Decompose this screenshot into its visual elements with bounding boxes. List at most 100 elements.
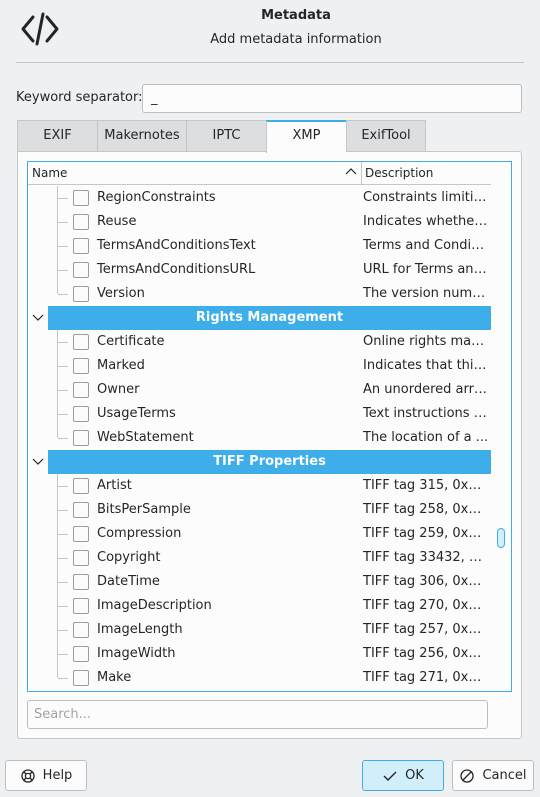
ok-button[interactable]: OK bbox=[362, 760, 444, 791]
row-name: BitsPerSample bbox=[97, 502, 191, 517]
help-button[interactable]: Help bbox=[5, 760, 87, 791]
row-checkbox[interactable] bbox=[73, 334, 89, 350]
row-checkbox[interactable] bbox=[73, 262, 89, 278]
dialog-title: Metadata bbox=[261, 8, 331, 23]
row-name: UsageTerms bbox=[97, 406, 176, 421]
code-icon bbox=[21, 12, 59, 46]
tree-row[interactable]: Marked Indicates that this ... bbox=[28, 354, 491, 378]
tree-row[interactable]: RegionConstraints Constraints limiting th… bbox=[28, 186, 491, 210]
row-checkbox[interactable] bbox=[73, 214, 89, 230]
metadata-tree[interactable]: Name Description RegionConstraints Constr… bbox=[27, 161, 512, 692]
tree-row[interactable]: Owner An unordered array... bbox=[28, 378, 491, 402]
row-name: DateTime bbox=[97, 574, 160, 589]
tree-row[interactable]: UsageTerms Text instructions on... bbox=[28, 402, 491, 426]
row-checkbox[interactable] bbox=[73, 430, 89, 446]
chevron-down-icon[interactable] bbox=[32, 312, 44, 324]
tree-row[interactable]: Copyright TIFF tag 33432, 0x... bbox=[28, 546, 491, 570]
row-description: Text instructions on... bbox=[363, 406, 489, 421]
row-name: ImageWidth bbox=[97, 646, 176, 661]
tree-row[interactable]: Artist TIFF tag 315, 0x13... bbox=[28, 474, 491, 498]
tab-exif[interactable]: EXIF bbox=[17, 120, 97, 152]
tab-makernotes[interactable]: Makernotes bbox=[97, 120, 186, 152]
row-name: Owner bbox=[97, 382, 140, 397]
row-checkbox[interactable] bbox=[73, 406, 89, 422]
search-input[interactable] bbox=[27, 700, 488, 729]
row-name: Reuse bbox=[97, 214, 137, 229]
tab-iptc[interactable]: IPTC bbox=[186, 120, 266, 152]
row-description: TIFF tag 259, 0x10... bbox=[363, 526, 489, 541]
tree-scrollbar[interactable] bbox=[492, 162, 511, 691]
row-description: TIFF tag 306, 0x13... bbox=[363, 574, 489, 589]
dialog-subtitle: Add metadata information bbox=[210, 32, 382, 47]
tree-row[interactable]: Version The version number... bbox=[28, 282, 491, 306]
sort-ascending-icon[interactable] bbox=[344, 165, 358, 179]
chevron-down-icon[interactable] bbox=[32, 456, 44, 468]
row-description: Constraints limiting the scope... bbox=[363, 190, 489, 205]
row-name: Make bbox=[97, 670, 132, 685]
cancel-icon bbox=[460, 768, 475, 783]
row-description: The location of a ... bbox=[363, 430, 489, 445]
row-checkbox[interactable] bbox=[73, 646, 89, 662]
row-description: TIFF tag 257, 0x10... bbox=[363, 622, 489, 637]
tree-group-row[interactable]: Rights Management bbox=[28, 306, 491, 330]
tab-exiftool[interactable]: ExifTool bbox=[346, 120, 426, 152]
row-name: TermsAndConditionsURL bbox=[97, 262, 256, 277]
tree-row[interactable]: ImageLength TIFF tag 257, 0x10... bbox=[28, 618, 491, 642]
row-description: An unordered array... bbox=[363, 382, 489, 397]
help-button-label: Help bbox=[42, 768, 73, 783]
row-checkbox[interactable] bbox=[73, 382, 89, 398]
row-checkbox[interactable] bbox=[73, 550, 89, 566]
tree-row[interactable]: ImageWidth TIFF tag 256, 0x10... bbox=[28, 642, 491, 666]
keyword-separator-label: Keyword separator: bbox=[16, 90, 143, 105]
row-description: Online rights management... bbox=[363, 334, 489, 349]
row-name: TermsAndConditionsText bbox=[97, 238, 256, 253]
cancel-button[interactable]: Cancel bbox=[452, 760, 534, 791]
column-header-name[interactable]: Name bbox=[32, 166, 68, 180]
tree-row[interactable]: ImageDescription TIFF tag 270, 0x10... bbox=[28, 594, 491, 618]
row-checkbox[interactable] bbox=[73, 670, 89, 686]
row-name: ImageDescription bbox=[97, 598, 212, 613]
row-checkbox[interactable] bbox=[73, 286, 89, 302]
row-checkbox[interactable] bbox=[73, 526, 89, 542]
ok-button-label: OK bbox=[405, 768, 424, 783]
tree-group-row[interactable]: TIFF Properties bbox=[28, 450, 491, 474]
row-name: Certificate bbox=[97, 334, 165, 349]
scrollbar-thumb[interactable] bbox=[497, 528, 505, 548]
row-name: Artist bbox=[97, 478, 132, 493]
row-description: TIFF tag 270, 0x10... bbox=[363, 598, 489, 613]
row-checkbox[interactable] bbox=[73, 358, 89, 374]
row-name: WebStatement bbox=[97, 430, 194, 445]
row-description: Terms and Conditions... bbox=[363, 238, 489, 253]
row-checkbox[interactable] bbox=[73, 478, 89, 494]
row-checkbox[interactable] bbox=[73, 190, 89, 206]
row-name: ImageLength bbox=[97, 622, 183, 637]
tree-row[interactable]: TermsAndConditionsText Terms and Conditio… bbox=[28, 234, 491, 258]
tree-group-label: TIFF Properties bbox=[48, 450, 491, 474]
tree-row[interactable]: WebStatement The location of a ... bbox=[28, 426, 491, 450]
tree-row[interactable]: BitsPerSample TIFF tag 258, 0x10... bbox=[28, 498, 491, 522]
row-checkbox[interactable] bbox=[73, 598, 89, 614]
tree-row[interactable]: Make TIFF tag 271, 0x10... bbox=[28, 666, 491, 690]
tab-bar: EXIF Makernotes IPTC XMP ExifTool bbox=[17, 120, 426, 153]
header-divider bbox=[16, 62, 524, 63]
row-description: TIFF tag 258, 0x10... bbox=[363, 502, 489, 517]
row-name: Marked bbox=[97, 358, 145, 373]
row-checkbox[interactable] bbox=[73, 622, 89, 638]
tree-row[interactable]: Certificate Online rights management... bbox=[28, 330, 491, 354]
row-description: Indicates that this ... bbox=[363, 358, 489, 373]
tree-row[interactable]: Reuse Indicates whether ... bbox=[28, 210, 491, 234]
tree-row[interactable]: DateTime TIFF tag 306, 0x13... bbox=[28, 570, 491, 594]
tree-row[interactable]: TermsAndConditionsURL URL for Terms and..… bbox=[28, 258, 491, 282]
help-icon bbox=[21, 768, 35, 783]
row-checkbox[interactable] bbox=[73, 574, 89, 590]
row-description: TIFF tag 271, 0x10... bbox=[363, 670, 489, 685]
row-checkbox[interactable] bbox=[73, 238, 89, 254]
row-checkbox[interactable] bbox=[73, 502, 89, 518]
tree-row[interactable]: Compression TIFF tag 259, 0x10... bbox=[28, 522, 491, 546]
column-header-description[interactable]: Description bbox=[365, 166, 434, 180]
tree-header: Name Description bbox=[28, 162, 491, 185]
tab-xmp[interactable]: XMP bbox=[266, 120, 346, 153]
row-description: URL for Terms and... bbox=[363, 262, 489, 277]
keyword-separator-input[interactable] bbox=[142, 84, 522, 113]
tree-group-label: Rights Management bbox=[48, 306, 491, 330]
